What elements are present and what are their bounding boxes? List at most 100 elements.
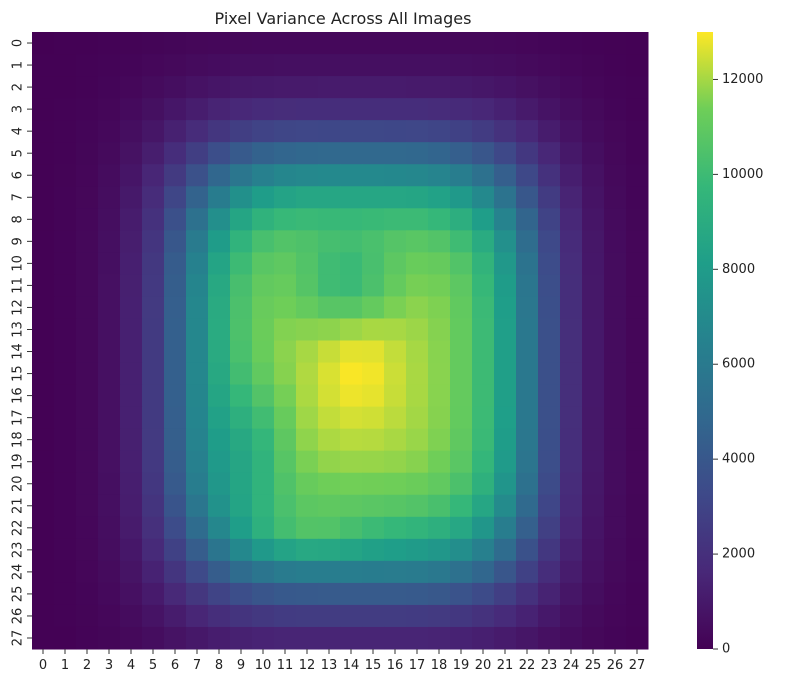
heatmap-cell bbox=[406, 296, 429, 319]
heatmap-cell bbox=[472, 252, 495, 275]
heatmap-cell bbox=[626, 626, 649, 650]
heatmap-cell bbox=[142, 626, 165, 650]
heatmap-cell bbox=[32, 494, 55, 518]
heatmap-cell bbox=[76, 450, 99, 474]
heatmap-cell bbox=[494, 252, 517, 275]
heatmap-cell bbox=[208, 120, 231, 143]
x-tick-label: 20 bbox=[475, 658, 492, 673]
heatmap-cell bbox=[296, 538, 319, 562]
heatmap-cell bbox=[252, 164, 275, 187]
heatmap-cell bbox=[472, 362, 495, 386]
heatmap-cell bbox=[230, 54, 253, 77]
heatmap-cell bbox=[274, 318, 297, 342]
heatmap-cell bbox=[362, 98, 385, 121]
heatmap-cell bbox=[472, 560, 495, 584]
heatmap-cell bbox=[164, 472, 187, 496]
heatmap-cell bbox=[384, 142, 407, 165]
heatmap-cell bbox=[142, 208, 165, 231]
heatmap-cell bbox=[54, 560, 77, 584]
x-tick-label: 7 bbox=[193, 658, 201, 673]
heatmap-cell bbox=[120, 230, 143, 253]
heatmap-cell bbox=[428, 120, 451, 143]
heatmap-cell bbox=[604, 560, 627, 584]
heatmap-cell bbox=[230, 296, 253, 319]
heatmap-cell bbox=[230, 450, 253, 474]
heatmap-cell bbox=[274, 494, 297, 518]
heatmap-cell bbox=[142, 516, 165, 540]
heatmap-cell bbox=[76, 98, 99, 121]
heatmap-cell bbox=[472, 516, 495, 540]
heatmap-cell bbox=[516, 252, 539, 275]
heatmap-cell bbox=[560, 252, 583, 275]
heatmap-cell bbox=[428, 252, 451, 275]
heatmap-cell bbox=[516, 472, 539, 496]
heatmap-cell bbox=[538, 230, 561, 253]
heatmap-cell bbox=[32, 54, 55, 77]
heatmap-cell bbox=[560, 538, 583, 562]
heatmap-cell bbox=[384, 406, 407, 430]
heatmap-cell bbox=[252, 406, 275, 430]
heatmap-cell bbox=[296, 54, 319, 77]
x-tick-label: 12 bbox=[299, 658, 316, 673]
heatmap-cell bbox=[516, 186, 539, 209]
heatmap-cell bbox=[362, 626, 385, 650]
heatmap-cell bbox=[296, 406, 319, 430]
heatmap-cell bbox=[560, 362, 583, 386]
heatmap-cell bbox=[186, 32, 209, 55]
heatmap-cell bbox=[296, 230, 319, 253]
heatmap-cell bbox=[362, 340, 385, 364]
heatmap-cell bbox=[164, 340, 187, 364]
heatmap-cell bbox=[604, 186, 627, 209]
heatmap-cell bbox=[384, 538, 407, 562]
heatmap-cell bbox=[516, 340, 539, 364]
x-tick-label: 25 bbox=[585, 658, 602, 673]
heatmap-cell bbox=[76, 208, 99, 231]
heatmap-cell bbox=[516, 582, 539, 606]
heatmap-cell bbox=[494, 428, 517, 452]
heatmap-cell bbox=[560, 406, 583, 430]
heatmap-cell bbox=[428, 186, 451, 209]
heatmap-cell bbox=[582, 538, 605, 562]
heatmap-cell bbox=[296, 560, 319, 584]
heatmap-cell bbox=[472, 340, 495, 364]
heatmap-cell bbox=[252, 494, 275, 518]
heatmap-cell bbox=[384, 428, 407, 452]
heatmap-cell bbox=[186, 274, 209, 297]
heatmap-cell bbox=[32, 98, 55, 121]
heatmap-cell bbox=[428, 494, 451, 518]
heatmap-cell bbox=[98, 428, 121, 452]
heatmap-cell bbox=[164, 494, 187, 518]
heatmap-cell bbox=[494, 296, 517, 319]
heatmap-cell bbox=[32, 76, 55, 99]
heatmap-cell bbox=[208, 494, 231, 518]
colorbar-tick-label: 8000 bbox=[722, 262, 755, 277]
heatmap-cell bbox=[560, 318, 583, 342]
y-tick-label: 14 bbox=[11, 343, 26, 360]
heatmap-cell bbox=[208, 472, 231, 496]
heatmap-cell bbox=[164, 428, 187, 452]
heatmap-cell bbox=[230, 428, 253, 452]
heatmap-cell bbox=[252, 362, 275, 386]
y-tick-label: 17 bbox=[11, 409, 26, 426]
heatmap-cell bbox=[252, 76, 275, 99]
heatmap-cell bbox=[494, 516, 517, 540]
heatmap-cell bbox=[98, 472, 121, 496]
heatmap-cell bbox=[54, 252, 77, 275]
heatmap-cell bbox=[406, 516, 429, 540]
heatmap-cell bbox=[186, 296, 209, 319]
heatmap-cell bbox=[516, 208, 539, 231]
heatmap-cell bbox=[230, 494, 253, 518]
heatmap-cell bbox=[32, 32, 55, 55]
heatmap-cell bbox=[164, 274, 187, 297]
heatmap-cell bbox=[516, 318, 539, 342]
heatmap-cell bbox=[560, 340, 583, 364]
heatmap-cell bbox=[538, 406, 561, 430]
heatmap-cell bbox=[32, 560, 55, 584]
x-tick-label: 6 bbox=[171, 658, 179, 673]
heatmap-cell bbox=[472, 318, 495, 342]
heatmap-cell bbox=[120, 626, 143, 650]
heatmap-cell bbox=[120, 186, 143, 209]
heatmap-cell bbox=[384, 582, 407, 606]
heatmap-cell bbox=[494, 494, 517, 518]
heatmap-cell bbox=[76, 560, 99, 584]
